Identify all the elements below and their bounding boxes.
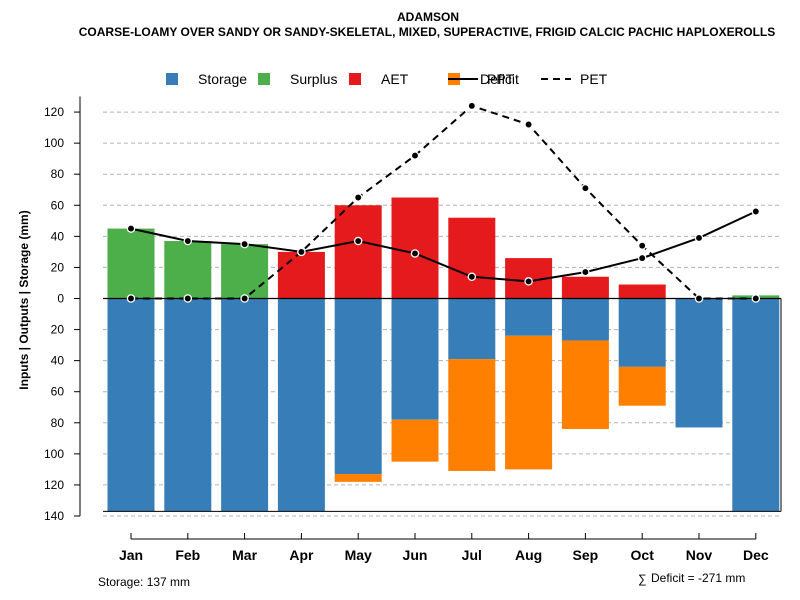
- bar-storage-mar: [221, 298, 269, 512]
- y-tick-label: 140: [44, 509, 64, 523]
- y-tick-label: 100: [44, 447, 64, 461]
- legend-swatch-storage: [166, 73, 178, 85]
- x-tick-label-oct: Oct: [631, 547, 655, 563]
- point-pet-aug: [524, 120, 533, 129]
- bar-storage-feb: [164, 298, 212, 512]
- bar-storage-aug: [505, 298, 553, 336]
- bar-aet-may: [334, 205, 382, 299]
- point-pet-nov: [694, 294, 704, 303]
- deficit-note: Deficit = -271 mm: [651, 571, 745, 585]
- bar-storage-apr: [277, 298, 325, 512]
- bar-storage-jul: [448, 298, 496, 360]
- point-pet-may: [353, 193, 363, 202]
- point-ppt-jan: [126, 224, 136, 233]
- point-ppt-aug: [524, 277, 533, 286]
- point-pet-mar: [240, 294, 249, 303]
- legend-label-surplus: Surplus: [290, 71, 337, 87]
- bar-deficit-oct: [618, 366, 666, 406]
- legend-swatch-aet: [349, 73, 361, 85]
- legend-label-deficit: Deficit: [480, 71, 519, 87]
- point-ppt-jun: [410, 249, 420, 258]
- y-tick-label: 60: [51, 385, 65, 399]
- bar-deficit-jul: [448, 359, 496, 471]
- point-ppt-oct: [637, 253, 647, 263]
- x-tick-label-jun: Jun: [403, 547, 428, 563]
- bar-aet-apr: [277, 251, 325, 299]
- x-tick-label-jul: Jul: [462, 547, 482, 563]
- y-tick-label: 80: [51, 167, 65, 181]
- bar-storage-dec: [732, 298, 780, 512]
- point-pet-jun: [410, 151, 420, 160]
- legend-label-ppt: PPT: [487, 71, 515, 87]
- bar-aet-sep: [561, 276, 609, 299]
- bar-surplus-mar: [221, 244, 269, 299]
- point-pet-apr: [297, 247, 306, 257]
- legend-label-storage: Storage: [198, 71, 247, 87]
- x-tick-label-jan: Jan: [119, 547, 143, 563]
- chart-title: ADAMSON: [397, 10, 459, 24]
- bars: [107, 197, 780, 512]
- point-ppt-nov: [694, 233, 704, 243]
- point-ppt-feb: [183, 236, 193, 246]
- x-tick-label-apr: Apr: [289, 547, 314, 563]
- legend-label-pet: PET: [580, 71, 608, 87]
- point-pet-jul: [467, 101, 477, 111]
- point-ppt-dec: [751, 207, 761, 216]
- line-pet: [131, 104, 756, 300]
- legend-label-aet: AET: [381, 71, 409, 87]
- chart-text: ADAMSON COARSE-LOAMY OVER SANDY OR SANDY…: [17, 10, 775, 589]
- y-tick-label: 40: [51, 229, 65, 243]
- legend-swatch-surplus: [258, 73, 270, 85]
- y-tick-label: 80: [51, 416, 65, 430]
- storage-note: Storage: 137 mm: [98, 575, 190, 589]
- bar-storage-jan: [107, 298, 155, 512]
- bar-aet-jun: [391, 197, 439, 299]
- bar-storage-oct: [618, 298, 666, 367]
- bar-deficit-jun: [391, 419, 439, 462]
- bar-aet-jul: [448, 217, 496, 299]
- bar-storage-nov: [675, 298, 723, 428]
- y-tick-label: 20: [51, 260, 65, 274]
- bar-deficit-aug: [505, 335, 553, 470]
- point-ppt-may: [353, 236, 363, 246]
- bar-deficit-may: [334, 474, 382, 482]
- grid-lines: [103, 111, 781, 517]
- point-pet-feb: [183, 294, 193, 303]
- axes: 120 100 80 60 40 20 0 20 40 60 80 100 120 140 Jan Feb Ma…: [44, 96, 782, 563]
- x-tick-label-may: May: [345, 547, 372, 563]
- y-tick-label: 60: [51, 198, 65, 212]
- x-tick-label-aug: Aug: [515, 547, 542, 563]
- point-pet-dec: [751, 294, 761, 303]
- sum-symbol: ∑: [638, 572, 647, 586]
- point-ppt-jul: [467, 272, 477, 281]
- y-tick-label: 120: [44, 478, 64, 492]
- x-tick-label-feb: Feb: [175, 547, 200, 563]
- bar-storage-may: [334, 298, 382, 475]
- point-pet-jan: [126, 294, 136, 303]
- point-ppt-sep: [581, 267, 590, 277]
- x-tick-label-dec: Dec: [743, 547, 769, 563]
- x-tick-label-nov: Nov: [686, 547, 713, 563]
- bar-aet-oct: [618, 284, 666, 299]
- y-tick-label: 120: [44, 105, 64, 119]
- bar-surplus-feb: [164, 241, 212, 299]
- point-pet-oct: [637, 241, 647, 250]
- y-tick-label: 20: [51, 323, 65, 337]
- x-tick-label-sep: Sep: [573, 547, 599, 563]
- y-tick-label: 0: [57, 292, 64, 306]
- point-pet-sep: [581, 183, 590, 193]
- y-tick-label: 100: [44, 136, 64, 150]
- bar-storage-jun: [391, 298, 439, 420]
- x-tick-label-mar: Mar: [232, 547, 257, 563]
- point-ppt-mar: [240, 239, 249, 249]
- y-axis-label: Inputs | Outputs | Storage (mm): [17, 210, 31, 389]
- bar-surplus-jan: [107, 228, 155, 299]
- bar-deficit-sep: [561, 340, 609, 430]
- y-tick-label: 40: [51, 354, 65, 368]
- bar-storage-sep: [561, 298, 609, 341]
- chart-subtitle: COARSE-LOAMY OVER SANDY OR SANDY-SKELETA…: [79, 25, 776, 39]
- series-lines: [126, 101, 761, 303]
